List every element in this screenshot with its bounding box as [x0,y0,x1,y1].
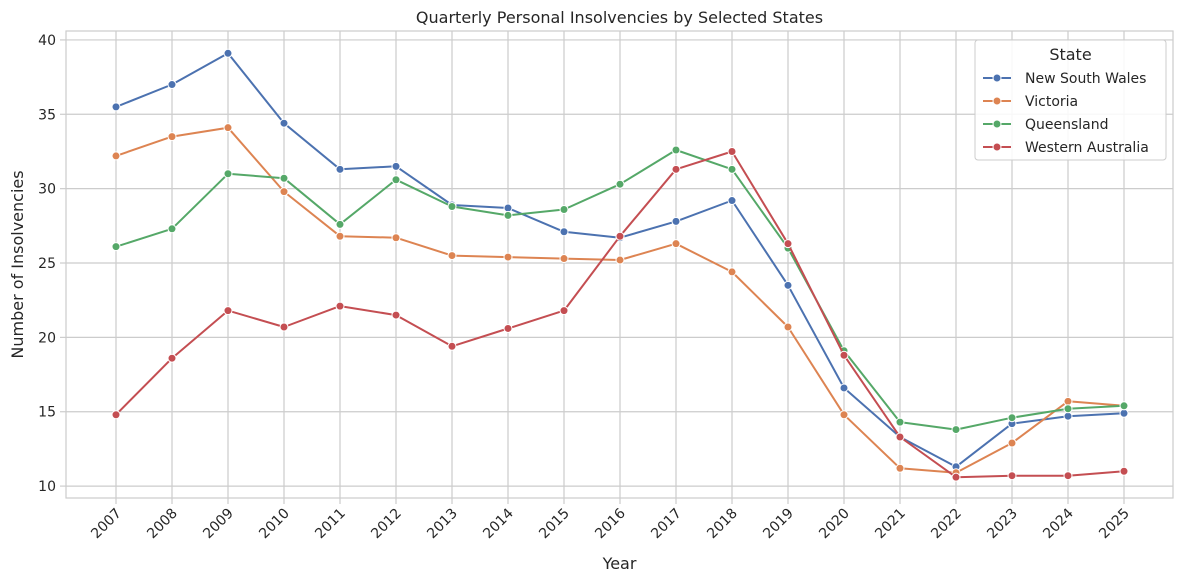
data-point [167,80,177,90]
data-point [279,118,289,128]
data-point [727,164,737,174]
data-point [783,322,793,332]
legend-label: Western Australia [1025,140,1149,156]
data-point [1063,471,1073,481]
data-point [615,255,625,265]
x-axis-label: Year [602,554,637,573]
legend-item: Western Australia [983,140,1149,156]
data-point [391,175,401,185]
data-point [391,233,401,243]
data-point [1119,408,1129,418]
y-axis-label: Number of Insolvencies [8,170,27,358]
data-point [1007,438,1017,448]
data-point [559,204,569,214]
data-point [167,224,177,234]
y-tick-label: 10 [38,479,56,495]
legend-item: Victoria [983,94,1078,110]
legend-marker [992,119,1002,129]
series-western-australia [111,146,1129,482]
legend-marker [992,73,1002,83]
data-point [279,173,289,183]
data-point [727,146,737,156]
data-point [223,48,233,58]
data-point [671,216,681,226]
data-point [559,254,569,264]
data-point [951,472,961,482]
data-point [223,169,233,179]
data-point [1007,413,1017,423]
data-point [1119,466,1129,476]
data-point [839,410,849,420]
legend-box [974,39,1167,161]
legend-item: New South Wales [983,71,1146,87]
data-point [615,231,625,241]
y-tick-label: 20 [38,330,56,346]
y-tick-label: 25 [38,256,56,272]
series-group [111,48,1129,482]
legend-title: State [1049,45,1091,64]
data-point [503,252,513,262]
chart-title: Quarterly Personal Insolvencies by Selec… [416,8,823,27]
data-point [951,425,961,435]
data-point [727,267,737,277]
data-point [503,203,513,213]
data-point [335,301,345,311]
data-point [111,151,121,161]
data-point [391,161,401,171]
data-point [391,310,401,320]
data-point [447,341,457,351]
data-point [447,251,457,261]
data-point [671,164,681,174]
legend-marker [992,96,1002,106]
series-queensland [111,145,1129,435]
data-point [727,196,737,206]
data-point [503,323,513,333]
data-point [167,353,177,363]
data-point [671,145,681,155]
legend: State New South Wales Victoria Queensland W… [974,39,1167,161]
data-point [783,239,793,249]
data-point [895,432,905,442]
data-point [559,306,569,316]
data-point [335,231,345,241]
data-point [895,463,905,473]
data-point [503,210,513,220]
data-point [839,350,849,360]
data-point [111,102,121,112]
data-point [1063,411,1073,421]
data-point [615,179,625,189]
data-point [671,239,681,249]
data-point [111,242,121,252]
data-point [1063,404,1073,414]
data-point [895,417,905,427]
legend-label: Queensland [1025,117,1109,133]
y-tick-label: 30 [38,182,56,198]
data-point [223,123,233,133]
data-point [1007,471,1017,481]
data-point [111,410,121,420]
data-point [335,164,345,174]
data-point [335,219,345,229]
legend-item: Queensland [983,117,1109,133]
data-point [223,306,233,316]
data-point [783,280,793,290]
data-point [1063,396,1073,406]
legend-label: New South Wales [1025,71,1146,87]
data-point [559,227,569,237]
y-tick-label: 35 [38,107,56,123]
data-point [279,322,289,332]
legend-label: Victoria [1025,94,1078,110]
y-tick-label: 40 [38,33,56,49]
legend-marker [992,142,1002,152]
y-tick-label: 15 [38,405,56,421]
data-point [279,187,289,197]
data-point [1119,401,1129,411]
data-point [447,201,457,211]
data-point [167,132,177,142]
data-point [839,383,849,393]
